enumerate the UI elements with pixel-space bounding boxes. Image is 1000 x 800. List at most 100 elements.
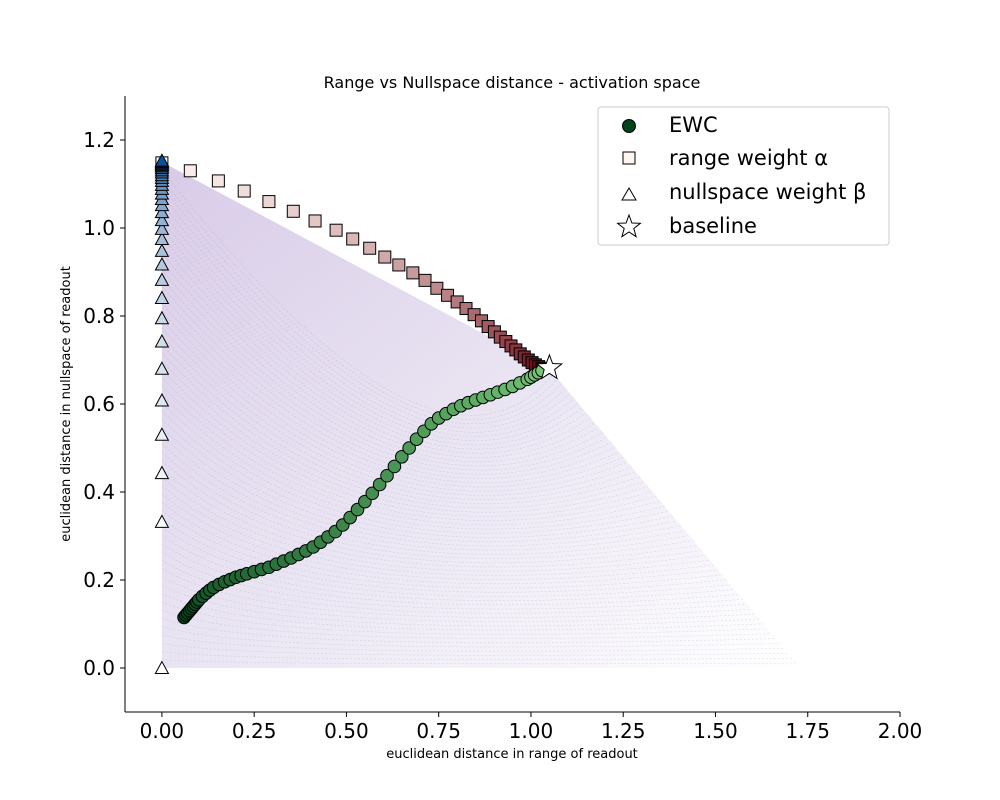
- data-point: [392, 258, 406, 272]
- y-ticks: 0.0 0.2 0.4 0.6 0.8 1.0 1.2: [83, 128, 125, 680]
- axes: 0.00 0.25 0.50 0.75 1.00 1.25 1.50 1.75 2.00 0.0…: [83, 96, 922, 743]
- contour-line: [161, 302, 620, 484]
- contour-line: [161, 634, 784, 652]
- contour-line: [161, 460, 698, 564]
- series-layer: [154, 153, 564, 674]
- contour-line: [161, 369, 653, 517]
- contour-line: [161, 443, 690, 555]
- data-point: [380, 468, 394, 483]
- data-point: [154, 427, 170, 441]
- data-point: [418, 273, 432, 287]
- legend-marker-ewc: [622, 119, 636, 133]
- data-point: [154, 221, 170, 235]
- data-point: [154, 310, 170, 325]
- legend-label-nullspace-weight: nullspace weight β: [669, 180, 866, 204]
- x-tick-label: 1.50: [693, 719, 738, 743]
- contour-line: [161, 626, 780, 648]
- x-tick-label: 0.50: [324, 719, 369, 743]
- contour-line: [161, 194, 567, 429]
- contour-line: [161, 427, 682, 547]
- contour-line: [161, 535, 735, 601]
- data-point: [154, 153, 170, 167]
- contour-line: [161, 211, 575, 437]
- data-point: [154, 290, 170, 304]
- x-tick-label: 0.25: [232, 719, 277, 743]
- series-star: [535, 353, 564, 380]
- contour-line: [161, 518, 727, 593]
- y-tick-label: 0.2: [83, 568, 115, 592]
- contour-line: [161, 493, 715, 580]
- data-point: [154, 361, 170, 375]
- contour-line: [161, 186, 562, 425]
- data-point: [154, 231, 170, 245]
- contour-line: [161, 294, 616, 479]
- y-tick-label: 0.4: [83, 480, 115, 504]
- x-tick-label: 0.75: [416, 719, 461, 743]
- data-point: [154, 514, 170, 528]
- data-point: [154, 256, 170, 271]
- data-point: [308, 214, 322, 228]
- y-tick-label: 1.0: [83, 216, 115, 240]
- data-point: [346, 232, 360, 246]
- y-tick-label: 0.0: [83, 656, 115, 680]
- legend-label-baseline: baseline: [669, 214, 757, 238]
- legend-marker-nullspace-weight: [621, 187, 637, 201]
- contour-line: [161, 501, 719, 585]
- contour-line: [161, 526, 731, 597]
- data-point: [441, 288, 455, 302]
- series-triangle: [154, 153, 170, 674]
- data-point: [154, 465, 170, 480]
- contour-line: [161, 360, 649, 513]
- contour-line: [161, 510, 723, 589]
- contour-line: [161, 352, 645, 509]
- x-tick-label: 1.75: [785, 719, 830, 743]
- plot-area: [154, 153, 801, 674]
- y-tick-label: 0.6: [83, 392, 115, 416]
- contour-line: [161, 377, 657, 521]
- contour-line: [161, 394, 665, 530]
- contour-line: [161, 659, 797, 665]
- contour-line: [161, 651, 793, 660]
- contour-line: [161, 617, 776, 644]
- y-axis-label: euclidean distance in nullspace of reado…: [59, 266, 74, 542]
- contour-lines: [161, 170, 797, 665]
- data-point: [154, 272, 170, 286]
- contour-line: [161, 609, 772, 639]
- data-point: [402, 441, 416, 455]
- contour-line: [161, 476, 706, 572]
- chart-title: Range vs Nullspace distance - activation…: [324, 73, 701, 92]
- data-point: [329, 223, 343, 237]
- x-tick-label: 0.00: [140, 719, 185, 743]
- contour-line: [161, 253, 595, 458]
- data-point: [154, 204, 170, 219]
- contour-line: [161, 642, 789, 656]
- x-ticks: 0.00 0.25 0.50 0.75 1.00 1.25 1.50 1.75 2.00: [140, 712, 922, 743]
- contour-line: [161, 601, 768, 635]
- contour-line: [161, 178, 558, 420]
- data-point: [365, 486, 380, 501]
- contour-line: [161, 269, 604, 467]
- contour-line: [161, 277, 608, 471]
- series-circle: [177, 363, 549, 625]
- contour-line: [161, 435, 686, 551]
- data-point: [387, 459, 402, 474]
- data-point: [535, 353, 564, 380]
- contour-line: [161, 410, 673, 538]
- y-tick-label: 1.2: [83, 128, 115, 152]
- contour-line: [161, 219, 579, 441]
- legend-label-range-weight: range weight α: [669, 146, 828, 170]
- data-point: [430, 281, 444, 295]
- x-tick-label: 1.00: [509, 719, 554, 743]
- legend: EWC range weight α nullspace weight β ba…: [597, 106, 890, 246]
- data-point: [286, 204, 300, 218]
- data-point: [378, 250, 392, 264]
- data-point: [154, 212, 170, 227]
- data-point: [372, 477, 387, 492]
- data-point: [211, 174, 225, 188]
- contour-line: [161, 485, 710, 576]
- contour-line: [161, 551, 743, 610]
- contour-line: [161, 559, 747, 614]
- data-point: [154, 333, 170, 348]
- data-point: [237, 184, 251, 198]
